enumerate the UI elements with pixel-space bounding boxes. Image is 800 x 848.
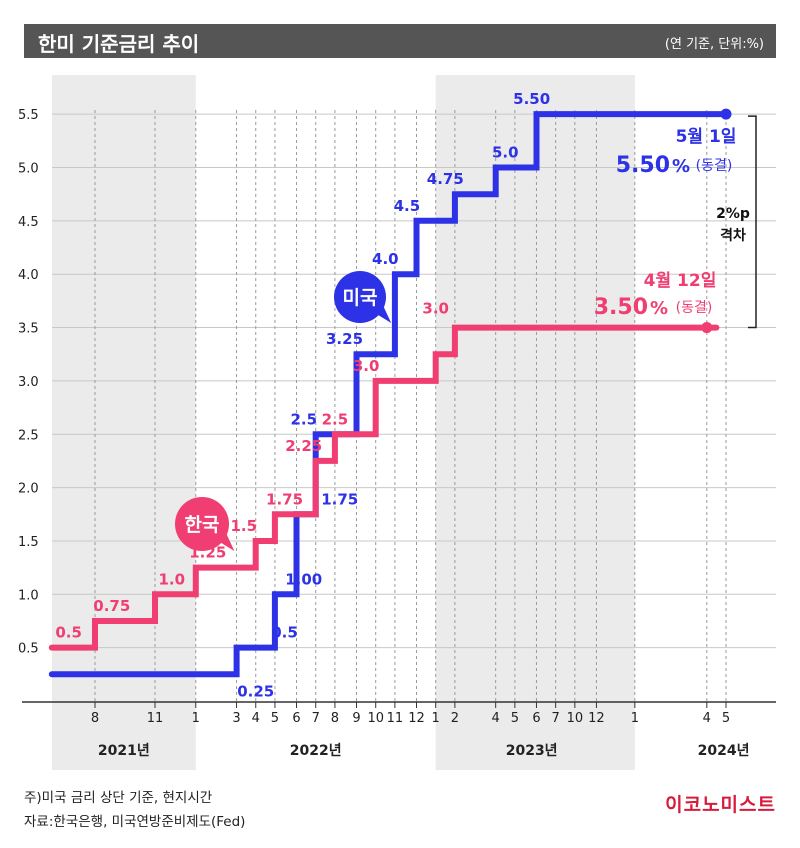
footnote-basis: 주)미국 금리 상단 기준, 현지시간 bbox=[24, 790, 213, 806]
data-label-usa: 5.0 bbox=[492, 144, 519, 162]
year-label: 2022년 bbox=[290, 743, 342, 759]
year-label: 2021년 bbox=[98, 743, 150, 759]
x-tick-label: 8 bbox=[331, 711, 339, 726]
x-tick-label: 12 bbox=[408, 711, 425, 726]
x-tick-label: 1 bbox=[631, 711, 639, 726]
data-label-korea: 3.0 bbox=[422, 300, 449, 318]
series-line-usa bbox=[48, 111, 729, 678]
data-label-korea: 0.75 bbox=[93, 597, 130, 615]
x-tick-label: 6 bbox=[532, 711, 540, 726]
data-label-korea: 3.0 bbox=[353, 357, 380, 375]
x-tick-label: 11 bbox=[387, 711, 404, 726]
data-label-usa: 1.75 bbox=[321, 490, 358, 508]
y-tick-label: 4.0 bbox=[18, 268, 39, 283]
x-tick-label: 12 bbox=[588, 711, 605, 726]
x-tick-label: 9 bbox=[352, 711, 360, 726]
y-tick-label: 5.0 bbox=[18, 162, 39, 177]
x-tick-label: 8 bbox=[91, 711, 99, 726]
korea-final-unit: % bbox=[650, 298, 668, 319]
usa-final-value: 5.50 bbox=[616, 153, 670, 178]
footnotes: 주)미국 금리 상단 기준, 현지시간 자료:한국은행, 미국연방준비제도(Fe… bbox=[24, 786, 245, 834]
usa-final-unit: % bbox=[672, 156, 690, 177]
endpoint-korea bbox=[701, 322, 713, 334]
x-tick-label: 7 bbox=[552, 711, 560, 726]
usa-bubble: 미국 bbox=[334, 271, 392, 323]
series-line-korea bbox=[48, 324, 720, 651]
korea-final-date: 4월 12일 bbox=[644, 271, 717, 291]
data-label-usa: 4.75 bbox=[427, 170, 464, 188]
korea-bubble: 한국 bbox=[175, 497, 235, 551]
y-tick-label: 2.0 bbox=[18, 482, 39, 497]
data-label-usa: 0.25 bbox=[237, 682, 274, 700]
unit-note: (연 기준, 단위:%) bbox=[664, 37, 764, 52]
usa-final-date: 5월 1일 bbox=[676, 127, 737, 147]
x-tick-label: 4 bbox=[703, 711, 711, 726]
data-label-usa: 4.0 bbox=[372, 250, 399, 268]
y-tick-label: 0.5 bbox=[18, 642, 39, 657]
data-label-korea: 0.5 bbox=[55, 624, 82, 642]
x-tick-label: 4 bbox=[252, 711, 260, 726]
data-label-korea: 2.25 bbox=[285, 437, 322, 455]
x-tick-label: 5 bbox=[722, 711, 730, 726]
band-2023 bbox=[435, 75, 635, 770]
gap-value: 2%p bbox=[716, 206, 750, 222]
x-tick-label: 1 bbox=[192, 711, 200, 726]
data-label-usa: 3.25 bbox=[326, 330, 363, 348]
y-tick-label: 1.0 bbox=[18, 588, 39, 603]
data-label-usa: 5.50 bbox=[513, 90, 550, 108]
y-tick-label: 3.5 bbox=[18, 322, 39, 337]
y-tick-label: 5.5 bbox=[18, 108, 39, 123]
x-tick-label: 5 bbox=[511, 711, 519, 726]
x-tick-label: 10 bbox=[567, 711, 584, 726]
x-tick-label: 7 bbox=[312, 711, 320, 726]
data-label-usa: 0.5 bbox=[271, 624, 298, 642]
data-label-usa: 2.5 bbox=[290, 410, 317, 428]
x-tick-label: 3 bbox=[232, 711, 240, 726]
y-tick-label: 1.5 bbox=[18, 535, 39, 550]
gap-bracket bbox=[748, 115, 757, 329]
y-tick-label: 3.0 bbox=[18, 375, 39, 390]
korea-bubble-circle bbox=[175, 497, 229, 551]
y-tick-label: 2.5 bbox=[18, 428, 39, 443]
korea-bubble-label: 한국 bbox=[185, 514, 220, 536]
korea-final-note: (동결) bbox=[676, 300, 713, 316]
usa-bubble-circle bbox=[334, 271, 386, 323]
y-tick-label: 4.5 bbox=[18, 215, 39, 230]
usa-bubble-tail bbox=[374, 303, 392, 323]
chart-title: 한미 기준금리 추이 bbox=[38, 32, 200, 56]
rate-chart: 0.51.01.52.02.53.03.54.04.55.05.58 11 1 3 4 5… bbox=[18, 75, 776, 770]
band-2021 bbox=[52, 75, 196, 770]
endpoint-usa bbox=[720, 108, 732, 120]
data-label-korea: 1.0 bbox=[158, 570, 185, 588]
footnote-source: 자료:한국은행, 미국연방준비제도(Fed) bbox=[24, 814, 246, 830]
title-bar: 한미 기준금리 추이 (연 기준, 단위:%) bbox=[24, 24, 776, 58]
data-label-korea: 1.5 bbox=[230, 517, 257, 535]
x-tick-label: 6 bbox=[292, 711, 300, 726]
year-label: 2023년 bbox=[506, 743, 558, 759]
data-label-usa: 1.00 bbox=[285, 570, 322, 588]
x-tick-label: 2 bbox=[451, 711, 459, 726]
x-tick-label: 4 bbox=[492, 711, 500, 726]
data-label-korea: 2.5 bbox=[322, 410, 349, 428]
brand-logo: 이코노미스트 bbox=[665, 794, 776, 816]
x-tick-label: 11 bbox=[147, 711, 164, 726]
data-label-korea: 1.75 bbox=[266, 490, 303, 508]
gap-label: 격차 bbox=[720, 227, 746, 244]
x-tick-label: 5 bbox=[271, 711, 279, 726]
usa-bubble-label: 미국 bbox=[343, 287, 378, 309]
year-label: 2024년 bbox=[698, 743, 750, 759]
data-label-usa: 4.5 bbox=[394, 197, 421, 215]
korea-bubble-tail bbox=[216, 530, 235, 551]
korea-final-value: 3.50 bbox=[594, 295, 648, 320]
x-tick-label: 10 bbox=[367, 711, 384, 726]
usa-final-note: (동결) bbox=[696, 158, 733, 174]
x-tick-label: 1 bbox=[432, 711, 440, 726]
